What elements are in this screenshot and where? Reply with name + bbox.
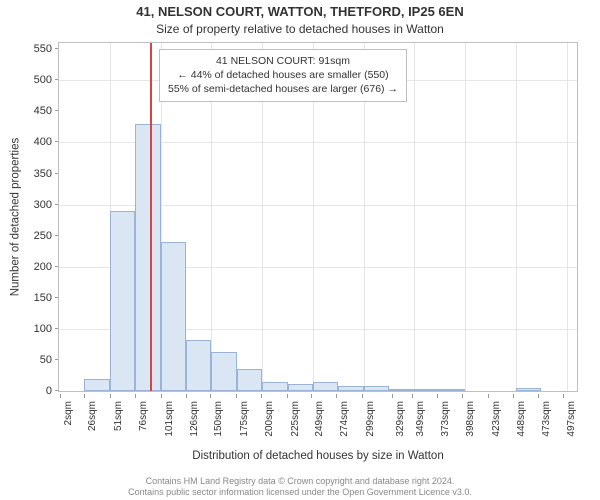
x-tick-mark [84, 394, 85, 398]
x-tick-mark [161, 394, 162, 398]
annotation-line: 41 NELSON COURT: 91sqm [168, 54, 398, 68]
x-tick-mark [110, 394, 111, 398]
histogram-bar [237, 369, 262, 391]
grid-line-v [516, 43, 517, 391]
histogram-bar [110, 211, 135, 391]
credits-line-2: Contains public sector information licen… [0, 487, 600, 498]
histogram-bar [135, 124, 160, 391]
page-subtitle: Size of property relative to detached ho… [0, 22, 600, 36]
x-tick-label: 2sqm [63, 401, 74, 453]
credits: Contains HM Land Registry data © Crown c… [0, 476, 600, 499]
x-tick-mark [462, 394, 463, 398]
x-tick-mark [563, 394, 564, 398]
x-tick-mark [488, 394, 489, 398]
root: 41, NELSON COURT, WATTON, THETFORD, IP25… [0, 0, 600, 500]
y-tick-label: 200 [12, 261, 52, 273]
histogram-bar [262, 382, 287, 391]
y-tick-label: 300 [12, 199, 52, 211]
x-tick-mark [60, 394, 61, 398]
x-tick-mark [135, 394, 136, 398]
chart-plot-area: 41 NELSON COURT: 91sqm← 44% of detached … [58, 42, 578, 392]
histogram-bar [338, 386, 363, 391]
histogram-bar [364, 386, 389, 391]
x-tick-label: 349sqm [415, 401, 426, 453]
y-tick-container: 050100150200250300350400450500550 [14, 42, 54, 392]
x-tick-mark [210, 394, 211, 398]
y-tick-label: 50 [12, 354, 52, 366]
x-tick-mark [236, 394, 237, 398]
y-tick-label: 550 [12, 43, 52, 55]
x-tick-container: 2sqm 26sqm 51sqm 76sqm 101sqm 126sqm 150sqm 175… [58, 394, 578, 452]
y-tick-label: 0 [12, 385, 52, 397]
x-tick-label: 200sqm [264, 401, 275, 453]
histogram-bar [313, 382, 338, 391]
histogram-bar [84, 379, 109, 391]
annotation-line: ← 44% of detached houses are smaller (55… [168, 68, 398, 82]
x-tick-mark [538, 394, 539, 398]
x-tick-mark [261, 394, 262, 398]
histogram-bar [186, 340, 211, 391]
grid-line-v [567, 43, 568, 391]
annotation-line: 55% of semi-detached houses are larger (… [168, 82, 398, 96]
credits-line-1: Contains HM Land Registry data © Crown c… [0, 476, 600, 487]
y-tick-label: 100 [12, 323, 52, 335]
x-tick-label: 329sqm [395, 401, 406, 453]
x-tick-label: 150sqm [213, 401, 224, 453]
annotation-box: 41 NELSON COURT: 91sqm← 44% of detached … [159, 49, 407, 102]
y-tick-label: 400 [12, 136, 52, 148]
x-tick-mark [437, 394, 438, 398]
x-tick-mark [186, 394, 187, 398]
x-tick-label: 76sqm [138, 401, 149, 453]
x-tick-mark [513, 394, 514, 398]
x-tick-mark [392, 394, 393, 398]
x-tick-label: 225sqm [290, 401, 301, 453]
x-tick-mark [287, 394, 288, 398]
x-tick-label: 26sqm [87, 401, 98, 453]
x-tick-mark [412, 394, 413, 398]
x-axis-label: Distribution of detached houses by size … [58, 450, 578, 462]
histogram-bar [414, 389, 439, 391]
x-tick-label: 398sqm [465, 401, 476, 453]
x-tick-label: 101sqm [164, 401, 175, 453]
x-tick-label: 175sqm [239, 401, 250, 453]
x-tick-label: 448sqm [516, 401, 527, 453]
histogram-bar [516, 388, 541, 391]
grid-line-v [414, 43, 415, 391]
y-tick-label: 150 [12, 292, 52, 304]
x-tick-label: 299sqm [365, 401, 376, 453]
x-tick-label: 423sqm [491, 401, 502, 453]
grid-line-v [465, 43, 466, 391]
y-tick-label: 450 [12, 105, 52, 117]
histogram-bar [440, 389, 465, 391]
x-tick-label: 274sqm [339, 401, 350, 453]
page-title: 41, NELSON COURT, WATTON, THETFORD, IP25… [0, 4, 600, 19]
x-tick-label: 497sqm [566, 401, 577, 453]
y-tick-label: 250 [12, 230, 52, 242]
x-tick-label: 126sqm [189, 401, 200, 453]
histogram-bar [389, 389, 414, 391]
histogram-bar [161, 242, 186, 391]
x-tick-label: 473sqm [541, 401, 552, 453]
x-tick-label: 51sqm [113, 401, 124, 453]
x-tick-mark [336, 394, 337, 398]
y-tick-label: 500 [12, 74, 52, 86]
reference-marker-line [150, 43, 152, 391]
histogram-bar [288, 384, 313, 391]
x-tick-mark [311, 394, 312, 398]
y-tick-label: 350 [12, 168, 52, 180]
x-tick-label: 249sqm [314, 401, 325, 453]
x-tick-label: 373sqm [440, 401, 451, 453]
histogram-bar [211, 352, 236, 391]
x-tick-mark [362, 394, 363, 398]
